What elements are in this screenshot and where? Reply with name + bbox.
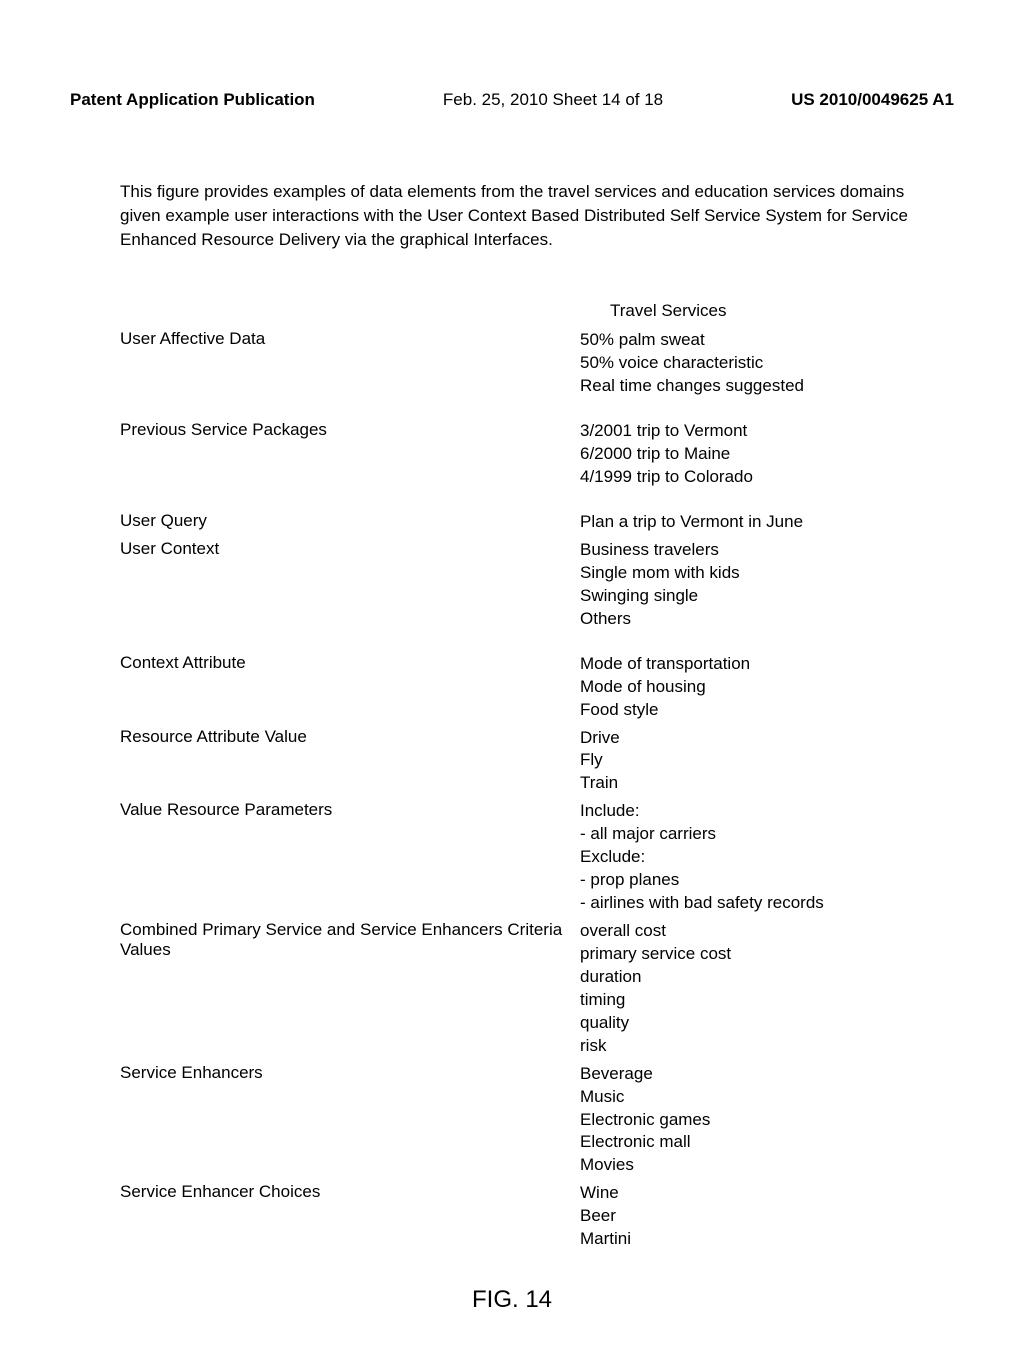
data-row: Context AttributeMode of transportationM… (120, 653, 954, 722)
row-label: User Context (120, 539, 580, 631)
row-value-line: Real time changes suggested (580, 375, 954, 398)
row-value-line: Swinging single (580, 585, 954, 608)
row-value-line: Mode of housing (580, 676, 954, 699)
row-value-line: primary service cost (580, 943, 954, 966)
row-value-line: quality (580, 1012, 954, 1035)
row-value-line: Business travelers (580, 539, 954, 562)
data-row: Resource Attribute ValueDriveFlyTrain (120, 727, 954, 796)
row-values: Plan a trip to Vermont in June (580, 511, 954, 534)
row-values: Mode of transportationMode of housingFoo… (580, 653, 954, 722)
intro-paragraph: This figure provides examples of data el… (120, 180, 914, 251)
row-label: Resource Attribute Value (120, 727, 580, 796)
row-value-line: 4/1999 trip to Colorado (580, 466, 954, 489)
row-values: 3/2001 trip to Vermont6/2000 trip to Mai… (580, 420, 954, 489)
figure-label: FIG. 14 (70, 1286, 954, 1314)
row-value-line: Beer (580, 1205, 954, 1228)
header-patent-number: US 2010/0049625 A1 (791, 90, 954, 110)
row-value-line: Exclude: (580, 846, 954, 869)
row-label: Service Enhancers (120, 1063, 580, 1178)
rows-container: User Affective Data50% palm sweat50% voi… (120, 329, 954, 1251)
row-label: User Query (120, 511, 580, 534)
row-values: Business travelersSingle mom with kidsSw… (580, 539, 954, 631)
row-value-line: - airlines with bad safety records (580, 892, 954, 915)
row-label: Service Enhancer Choices (120, 1182, 580, 1251)
row-value-line: Beverage (580, 1063, 954, 1086)
page-header: Patent Application Publication Feb. 25, … (70, 90, 954, 110)
row-value-line: Mode of transportation (580, 653, 954, 676)
row-value-line: Single mom with kids (580, 562, 954, 585)
data-row: User ContextBusiness travelersSingle mom… (120, 539, 954, 631)
data-row: User QueryPlan a trip to Vermont in June (120, 511, 954, 534)
row-value-line: Train (580, 772, 954, 795)
row-value-line: duration (580, 966, 954, 989)
row-value-line: 50% palm sweat (580, 329, 954, 352)
data-row: Value Resource ParametersInclude:- all m… (120, 800, 954, 915)
row-label: User Affective Data (120, 329, 580, 398)
row-value-line: Include: (580, 800, 954, 823)
page-container: Patent Application Publication Feb. 25, … (0, 0, 1024, 1354)
row-value-line: 6/2000 trip to Maine (580, 443, 954, 466)
content-table: Travel Services User Affective Data50% p… (120, 301, 954, 1251)
row-value-line: Drive (580, 727, 954, 750)
row-values: 50% palm sweat50% voice characteristicRe… (580, 329, 954, 398)
row-value-line: Electronic mall (580, 1131, 954, 1154)
row-value-line: Electronic games (580, 1109, 954, 1132)
row-label: Previous Service Packages (120, 420, 580, 489)
row-value-line: Plan a trip to Vermont in June (580, 511, 954, 534)
row-label: Value Resource Parameters (120, 800, 580, 915)
row-values: DriveFlyTrain (580, 727, 954, 796)
row-values: BeverageMusicElectronic gamesElectronic … (580, 1063, 954, 1178)
data-row: User Affective Data50% palm sweat50% voi… (120, 329, 954, 398)
row-value-line: Food style (580, 699, 954, 722)
data-row: Combined Primary Service and Service Enh… (120, 920, 954, 1058)
header-publication: Patent Application Publication (70, 90, 315, 110)
row-value-line: Fly (580, 749, 954, 772)
row-label: Combined Primary Service and Service Enh… (120, 920, 580, 1058)
row-values: Include:- all major carriersExclude:- pr… (580, 800, 954, 915)
column-header-travel: Travel Services (610, 301, 954, 321)
row-value-line: - prop planes (580, 869, 954, 892)
row-value-line: Movies (580, 1154, 954, 1177)
row-value-line: timing (580, 989, 954, 1012)
row-value-line: - all major carriers (580, 823, 954, 846)
row-value-line: Others (580, 608, 954, 631)
row-value-line: overall cost (580, 920, 954, 943)
data-row: Service Enhancer ChoicesWineBeerMartini (120, 1182, 954, 1251)
row-label: Context Attribute (120, 653, 580, 722)
data-row: Previous Service Packages3/2001 trip to … (120, 420, 954, 489)
row-value-line: Martini (580, 1228, 954, 1251)
row-value-line: Wine (580, 1182, 954, 1205)
row-value-line: 3/2001 trip to Vermont (580, 420, 954, 443)
row-value-line: risk (580, 1035, 954, 1058)
row-values: WineBeerMartini (580, 1182, 954, 1251)
row-value-line: 50% voice characteristic (580, 352, 954, 375)
row-value-line: Music (580, 1086, 954, 1109)
data-row: Service EnhancersBeverageMusicElectronic… (120, 1063, 954, 1178)
row-values: overall costprimary service costduration… (580, 920, 954, 1058)
header-date-sheet: Feb. 25, 2010 Sheet 14 of 18 (443, 90, 663, 110)
